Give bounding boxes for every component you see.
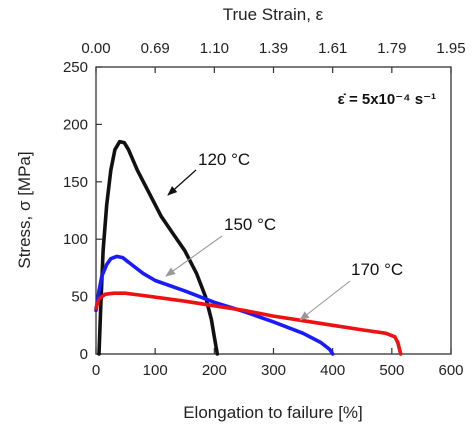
top-tick-label: 1.79	[377, 40, 406, 57]
top-tick-label: 1.10	[200, 40, 229, 57]
x-tick-label: 100	[143, 362, 168, 379]
annotation-arrow	[165, 235, 223, 277]
annotation-label: 150 °C	[224, 215, 276, 234]
top-tick-label: 1.39	[259, 40, 288, 57]
x-tick-label: 600	[438, 362, 463, 379]
y-tick-label: 200	[63, 116, 88, 133]
y-tick-label: 250	[63, 59, 88, 76]
series-line-2	[94, 291, 403, 356]
plot-frame	[95, 66, 452, 355]
x-axis-title: Elongation to failure [%]	[183, 403, 363, 422]
top-tick-label: 1.95	[436, 40, 465, 57]
x-tick-label: 500	[379, 362, 404, 379]
x-tick-label: 200	[202, 362, 227, 379]
y-tick-label: 0	[80, 346, 88, 363]
series-line-1	[94, 254, 335, 356]
annotation-label: 170 °C	[351, 260, 403, 279]
data-series	[94, 139, 403, 356]
annotation-label: 120 °C	[198, 150, 250, 169]
annotation-arrow	[299, 280, 351, 321]
x-tick-label: 0	[92, 362, 100, 379]
x-tick-label: 300	[261, 362, 286, 379]
annotation-arrow	[167, 169, 197, 196]
y-tick-label: 150	[63, 174, 88, 191]
axes-frame	[95, 66, 452, 355]
series-line-0	[97, 139, 220, 356]
top-tick-label: 1.61	[318, 40, 347, 57]
y-axis-title: Stress, σ [MPa]	[15, 151, 34, 268]
annotations: 120 °C 150 °C 170 °C	[165, 150, 403, 321]
top-axis-title: True Strain, ε	[223, 5, 324, 24]
strain-rate-label: ε̇ = 5x10⁻⁴ s⁻¹	[338, 91, 436, 108]
tick-labels: 0 100 200 300 400 500 600 0 50 100 150 200 250 0.00 0.…	[63, 40, 466, 379]
top-tick-label: 0.69	[141, 40, 170, 57]
x-tick-label: 400	[320, 362, 345, 379]
y-tick-label: 50	[71, 289, 88, 306]
y-tick-label: 100	[63, 231, 88, 248]
top-tick-label: 0.00	[81, 40, 110, 57]
